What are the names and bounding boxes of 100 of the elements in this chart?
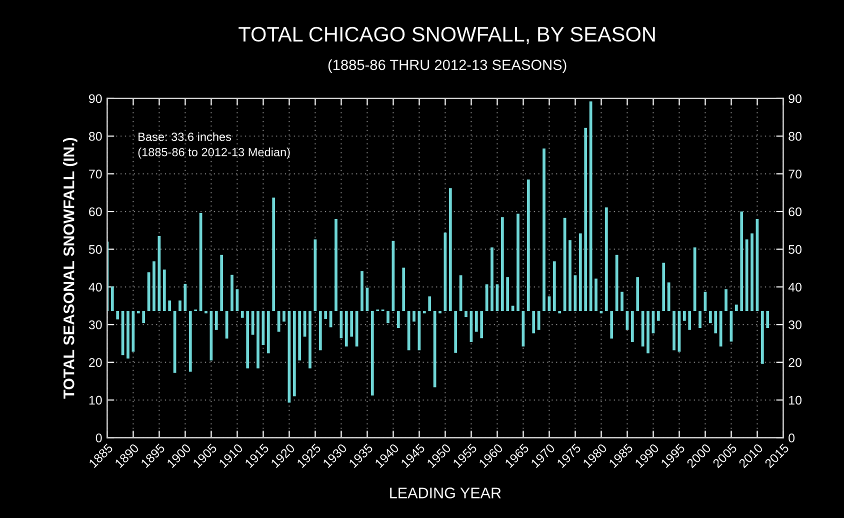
chart-subtitle: (1885-86 THRU 2012-13 SEASONS) [328, 59, 566, 73]
bar [168, 300, 172, 312]
bar [688, 311, 692, 330]
y-tick-label: 50 [88, 245, 102, 254]
bar [188, 311, 192, 372]
bar [682, 311, 686, 321]
bar [610, 311, 614, 339]
y2-tick-label: 40 [788, 282, 802, 292]
bar [708, 311, 712, 324]
bar [490, 247, 494, 312]
bar [464, 311, 468, 318]
bar [526, 179, 530, 312]
bar [506, 277, 510, 312]
bar [698, 311, 702, 328]
bar [672, 311, 676, 350]
y-tick-label: 40 [88, 282, 102, 292]
bar [474, 311, 478, 332]
bar [745, 239, 748, 312]
bar [740, 212, 744, 312]
bar [604, 207, 608, 312]
bar [662, 262, 666, 312]
y2-tick-label: 30 [788, 320, 802, 330]
bar [615, 254, 618, 312]
bar [714, 311, 718, 334]
bar [542, 148, 546, 312]
bar [641, 311, 644, 346]
bar [142, 311, 146, 324]
bar [344, 311, 348, 346]
y2-tick-label: 50 [788, 245, 802, 254]
bar [152, 261, 156, 312]
bar [594, 278, 598, 312]
bar [126, 311, 130, 359]
bar [396, 311, 400, 328]
bar [719, 311, 722, 346]
y2-tick-label: 70 [788, 170, 802, 178]
bar [178, 300, 182, 312]
y-tick-label: 60 [89, 207, 102, 216]
bar [324, 311, 328, 319]
bar [162, 270, 166, 312]
bar [750, 233, 754, 312]
bar [568, 240, 572, 312]
bar [480, 311, 484, 338]
bar [724, 289, 728, 312]
y2-tick-label: 20 [788, 358, 802, 367]
bar [766, 311, 770, 328]
bar [272, 198, 276, 312]
bar [656, 311, 660, 321]
bar [428, 296, 432, 312]
bar [214, 311, 218, 330]
y2-tick-label: 60 [788, 207, 802, 216]
bar [298, 311, 302, 360]
bar [246, 311, 250, 368]
bar [448, 188, 452, 312]
bar [500, 217, 504, 312]
bar [620, 292, 624, 312]
bar [578, 233, 582, 312]
bar [402, 268, 406, 312]
bar [735, 304, 738, 312]
bar [584, 128, 588, 312]
x-axis-title: LEADING YEAR [390, 488, 501, 498]
bar [636, 277, 640, 312]
y-tick-label: 10 [89, 396, 102, 405]
bar [350, 311, 354, 337]
bar [386, 311, 390, 324]
bar [552, 261, 556, 312]
chart-title: TOTAL CHICAGO SNOWFALL, BY SEASON [238, 26, 655, 44]
y2-tick-label: 90 [788, 94, 802, 104]
bar [693, 247, 696, 312]
bar [630, 311, 634, 342]
bar [667, 282, 670, 312]
bar [761, 311, 764, 364]
bar [646, 311, 650, 354]
y2-tick-label: 80 [788, 132, 802, 141]
bar [516, 214, 520, 312]
bar [412, 311, 416, 322]
bar [110, 286, 114, 312]
y-tick-label: 20 [89, 358, 102, 367]
bar [240, 311, 244, 318]
y-tick-label: 30 [88, 320, 102, 330]
y-tick-label: 0 [96, 434, 102, 442]
bar [292, 311, 296, 396]
bar [220, 254, 224, 312]
y2-tick-label: 10 [789, 396, 802, 405]
bar [360, 271, 364, 312]
y-tick-label: 90 [89, 94, 102, 104]
bar [282, 311, 286, 322]
bar [256, 311, 260, 368]
bar [454, 311, 458, 353]
bar [532, 311, 536, 334]
annotation: Base: 33.6 inches (1885-86 to 2012-13 Median) [138, 132, 290, 159]
bar [230, 274, 234, 312]
y-tick-label: 80 [88, 132, 102, 141]
y-tick-label: 70 [89, 170, 102, 178]
bar [116, 311, 120, 320]
bar [318, 311, 322, 350]
bar [308, 311, 312, 368]
bar [334, 219, 338, 312]
y2-tick-label: 0 [788, 434, 795, 442]
y-axis-title: TOTAL SEASONAL SNOWFALL (IN.) [63, 138, 78, 399]
bar [266, 311, 270, 354]
